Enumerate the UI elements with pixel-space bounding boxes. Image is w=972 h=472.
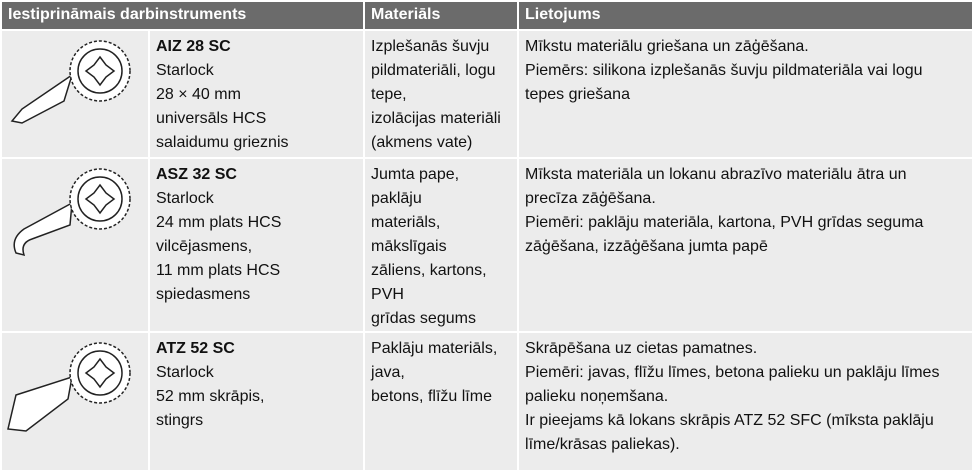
text-line: 28 × 40 mm — [156, 86, 241, 103]
text-line: izolācijas materiāli — [371, 110, 501, 127]
tool-image-cell — [0, 29, 150, 159]
text-line: materiāls, mākslīgais — [371, 214, 447, 255]
text-line: pildmateriāli, logu tepe, — [371, 62, 496, 103]
tool-name: ASZ 32 SC — [156, 166, 237, 183]
text-line: 24 mm plats HCS — [156, 214, 282, 231]
table-row: ATZ 52 SC Starlock 52 mm skrāpis, stingrs Pa… — [0, 331, 972, 472]
materials-cell: Paklāju materiāls, java, betons, flīžu lī… — [363, 331, 520, 472]
tool-name-cell: AIZ 28 SC Starlock 28 × 40 mm universāls HC… — [147, 29, 366, 159]
tool-image — [10, 40, 131, 124]
tool-name: AIZ 28 SC — [156, 38, 231, 55]
text-line: spiedasmens — [156, 286, 251, 303]
text-line: grīdas segums — [371, 310, 476, 327]
table-row: AIZ 28 SC Starlock 28 × 40 mm universāls HC… — [0, 29, 972, 159]
usage-cell: Mīksta materiāla un lokanu abrazīvo mate… — [517, 157, 972, 333]
tool-image-cell — [0, 331, 150, 472]
text-line: Piemēri: paklāju materiāla, kartona, PVH… — [525, 214, 924, 231]
materials-cell: Jumta pape, paklāju materiāls, mākslīgais… — [363, 157, 520, 333]
header-cell: Materiāls — [363, 0, 520, 31]
text-line: salaidumu grieznis — [156, 134, 289, 151]
text-line: Paklāju materiāls, java, — [371, 340, 498, 381]
table-body: AIZ 28 SC Starlock 28 × 40 mm universāls HC… — [0, 29, 972, 472]
text-line: 52 mm skrāpis, — [156, 388, 265, 405]
header-row: Iestiprināmais darbinstruments Materiāls… — [0, 0, 972, 31]
usage-cell: Mīkstu materiālu griešana un zāģēšana. Pi… — [517, 29, 972, 159]
text-line: Starlock — [156, 364, 214, 381]
text-line: stingrs — [156, 412, 204, 429]
text-line: Starlock — [156, 190, 214, 207]
text-line: Piemērs: silikona izplešanās šuvju pildm… — [525, 62, 923, 79]
text-line: tepes griešana — [525, 86, 630, 103]
text-line: Mīkstu materiālu griešana un zāģēšana. — [525, 38, 809, 55]
text-line: Ir pieejams kā lokans skrāpis ATZ 52 SFC… — [525, 412, 934, 429]
text-line: zāģēšana, izzāģēšana jumta papē — [525, 238, 768, 255]
text-line: zāliens, kartons, PVH — [371, 262, 487, 303]
text-line: Izplešanās šuvju — [371, 38, 490, 55]
header-cell: Lietojums — [517, 0, 972, 31]
text-line: betons, flīžu līme — [371, 388, 492, 405]
table-row: ASZ 32 SC Starlock 24 mm plats HCS vilcējas… — [0, 157, 972, 333]
tool-image — [7, 342, 131, 432]
text-line: Jumta pape, paklāju — [371, 166, 460, 207]
tool-image-cell — [0, 157, 150, 333]
text-line: Mīksta materiāla un lokanu abrazīvo mate… — [525, 166, 907, 183]
usage-cell: Skrāpēšana uz cietas pamatnes. Piemēri: j… — [517, 331, 972, 472]
text-line: precīza zāģēšana. — [525, 190, 656, 207]
text-line: (akmens vate) — [371, 134, 473, 151]
text-line: Skrāpēšana uz cietas pamatnes. — [525, 340, 758, 357]
tool-name: ATZ 52 SC — [156, 340, 235, 357]
text-line: Piemēri: javas, flīžu līmes, betona pali… — [525, 364, 940, 381]
text-line: universāls HCS — [156, 110, 267, 127]
text-line: Starlock — [156, 62, 214, 79]
header-cell: Iestiprināmais darbinstruments — [0, 0, 366, 31]
text-line: vilcējasmens, — [156, 238, 253, 255]
tool-name-cell: ATZ 52 SC Starlock 52 mm skrāpis, stingrs — [147, 331, 366, 472]
tool-name-cell: ASZ 32 SC Starlock 24 mm plats HCS vilcējas… — [147, 157, 366, 333]
text-line: līme/krāsas paliekas). — [525, 436, 680, 453]
text-line: 11 mm plats HCS — [156, 262, 281, 279]
tool-image — [13, 168, 131, 257]
materials-cell: Izplešanās šuvju pildmateriāli, logu tepe… — [363, 29, 520, 159]
text-line: palieku noņemšana. — [525, 388, 669, 405]
